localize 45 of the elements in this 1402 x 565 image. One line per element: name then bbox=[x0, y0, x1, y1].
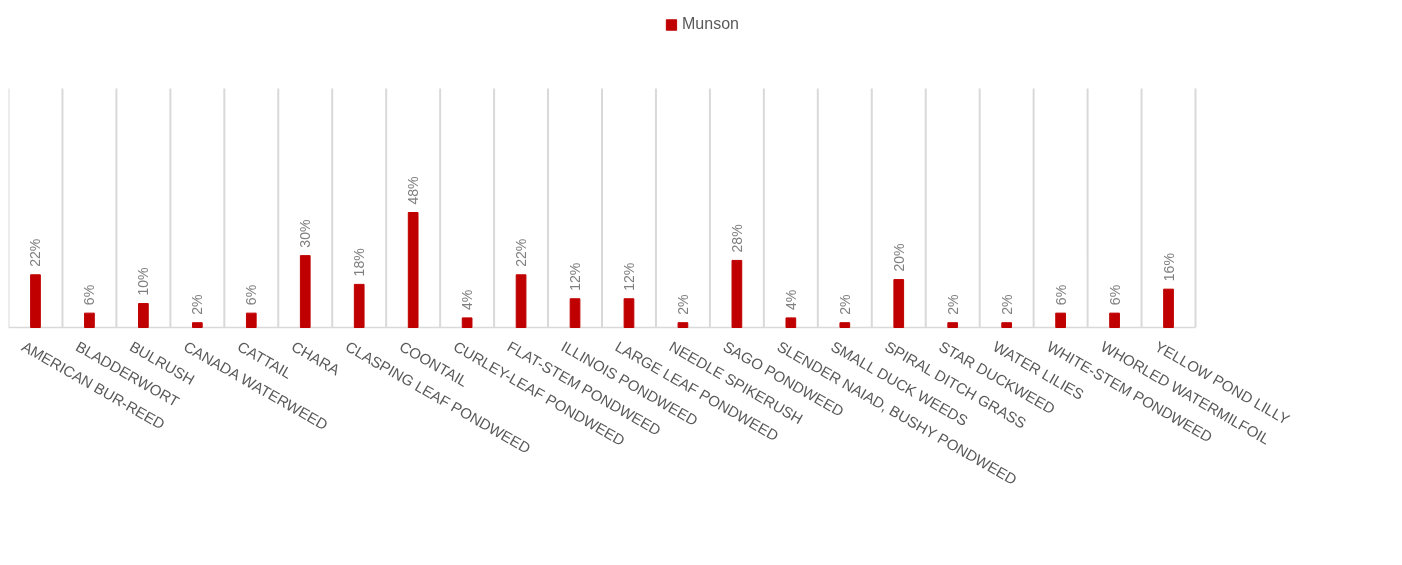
data-label: 22% bbox=[27, 238, 44, 267]
data-label: 16% bbox=[1160, 253, 1177, 282]
bar bbox=[731, 259, 743, 328]
data-label: 12% bbox=[567, 262, 584, 291]
bar bbox=[947, 322, 959, 328]
bar bbox=[677, 322, 689, 328]
data-label: 20% bbox=[890, 243, 907, 272]
bar bbox=[353, 283, 365, 328]
data-label: 28% bbox=[728, 224, 745, 253]
bar bbox=[515, 274, 527, 328]
bar bbox=[138, 303, 149, 328]
bar bbox=[191, 322, 203, 328]
bar bbox=[1163, 288, 1174, 328]
data-label: 12% bbox=[620, 262, 637, 291]
bar bbox=[893, 279, 905, 328]
data-label: 6% bbox=[243, 284, 260, 306]
data-label: 48% bbox=[405, 176, 422, 205]
data-label: 6% bbox=[1106, 284, 1123, 306]
bar bbox=[785, 317, 797, 328]
data-label: 4% bbox=[782, 289, 799, 310]
data-label: 2% bbox=[836, 294, 853, 315]
data-label: 22% bbox=[513, 238, 530, 267]
data-label: 6% bbox=[81, 284, 98, 306]
bar bbox=[839, 322, 851, 328]
bar bbox=[245, 312, 257, 328]
bar bbox=[1001, 322, 1013, 328]
bar bbox=[1055, 312, 1066, 328]
data-label: 2% bbox=[944, 294, 961, 315]
data-label: 30% bbox=[297, 219, 314, 248]
data-label: 2% bbox=[998, 294, 1015, 315]
bar bbox=[1109, 312, 1120, 328]
data-label: 18% bbox=[351, 248, 368, 277]
bar bbox=[407, 212, 419, 328]
data-label: 4% bbox=[459, 289, 476, 310]
bar bbox=[299, 255, 311, 328]
bar bbox=[569, 298, 581, 328]
data-label: 2% bbox=[674, 294, 691, 315]
bar bbox=[461, 317, 473, 328]
data-label: 10% bbox=[135, 267, 152, 296]
bar bbox=[30, 274, 41, 328]
bar bbox=[84, 312, 95, 328]
bar bbox=[623, 298, 635, 328]
legend-label: Munson bbox=[682, 15, 739, 33]
data-label: 2% bbox=[189, 294, 206, 315]
data-label: 6% bbox=[1052, 284, 1069, 306]
